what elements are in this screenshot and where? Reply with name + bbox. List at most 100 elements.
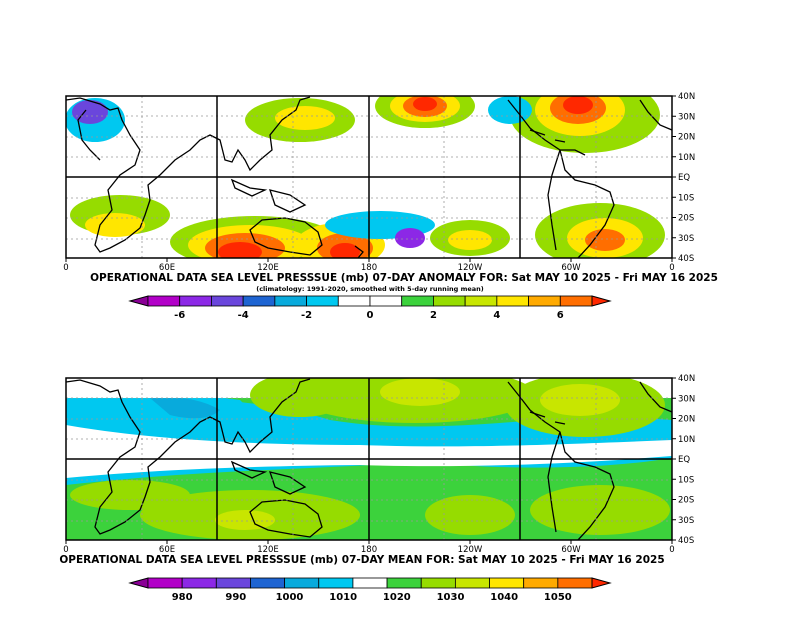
mean-colorbar-label: 980 [172,592,193,603]
anomaly-contour-7 [563,96,593,114]
anomaly-major-lines [66,96,672,258]
anomaly-colorbar-label: -4 [238,310,249,321]
mean-colorbar-swatch [147,577,183,589]
mean-colorbar-high-arrow [591,577,612,589]
mean-colorbar-swatch [523,577,559,589]
anomaly-colorbar-swatch [274,295,307,307]
anomaly-contour-11 [218,242,262,258]
anomaly-colorbar-swatch [401,295,434,307]
anomaly-colorbar-swatch [559,295,593,307]
mean-lon-label: 0 [669,545,674,555]
mean-colorbar-swatch [420,577,456,589]
anomaly-lat-label: 10S [678,193,694,203]
mean-lat-label: 40N [678,374,695,384]
anomaly-lon-label: 120W [458,263,483,273]
mean-contour-1 [380,378,460,406]
mean-colorbar-swatch [386,577,422,589]
mean-title: OPERATIONAL DATA SEA LEVEL PRESSSUE (mb)… [59,554,664,566]
anomaly-contour-28 [488,96,532,124]
anomaly-coastlines [66,96,672,258]
mean-colorbar-label: 1050 [544,592,572,603]
anomaly-colorbar-label: 2 [430,310,437,321]
anomaly-colorbar-label: -6 [174,310,185,321]
mean-contour-4 [250,378,350,417]
anomaly-colorbar: -6 -4 -2 0 2 4 6 [128,295,612,321]
mean-colorbar-swatch [215,577,251,589]
mean-colorbar-label: 1040 [490,592,518,603]
mean-lon-label: 60W [561,545,581,555]
mean-lat-label: 10S [678,475,694,485]
mean-lat-label: 30N [678,394,695,404]
mean-lon-label: 0 [63,545,68,555]
mean-colorbar-low-arrow [128,577,149,589]
mean-lon-label: 60E [159,545,175,555]
mean-contour-3 [540,384,620,416]
anomaly-gridlines [66,96,672,258]
mean-lat-label: EQ [678,455,690,465]
anomaly-title: OPERATIONAL DATA SEA LEVEL PRESSSUE (mb)… [90,272,718,284]
anomaly-contour-27 [395,228,425,248]
anomaly-lat-label: 20N [678,133,695,143]
anomaly-lon-label: 180 [361,263,377,273]
anomaly-colorbar-swatch [242,295,276,307]
mean-contour-6 [215,510,275,530]
mean-map-panel: 0 60E 120E 180 120W 60W 0 40N 30N 20N 10N EQ 10S 20S 3… [59,374,695,603]
anomaly-lat-label: 30S [678,234,694,244]
anomaly-lat-label: 40N [678,92,695,102]
anomaly-lat-label: 40S [678,254,694,264]
anomaly-subtitle: (climatology: 1991-2020, smoothed with 5… [256,285,484,293]
mean-colorbar-swatch [489,577,525,589]
mean-colorbar-label: 1010 [329,592,357,603]
anomaly-colorbar-swatch [211,295,244,307]
anomaly-contour-19 [585,229,625,251]
anomaly-contour-3 [413,97,437,111]
anomaly-colorbar-label: 0 [367,310,374,321]
anomaly-colorbar-low-arrow [128,295,149,307]
anomaly-colorbar-label: 6 [557,310,564,321]
anomaly-colorbar-swatch [528,295,561,307]
mean-contour-8 [530,485,670,535]
anomaly-lat-label: 10N [678,153,695,163]
mean-colorbar-swatch [318,577,354,589]
anomaly-colorbar-label: -2 [301,310,312,321]
anomaly-colorbar-label: 4 [493,310,500,321]
mean-lon-label: 120W [458,545,483,555]
mean-monsoon-trough [150,396,220,419]
mean-axis-ticks: 0 60E 120E 180 120W 60W 0 40N 30N 20N 10N EQ 10S 20S 3… [63,374,695,555]
anomaly-colorbar-swatch [369,295,403,307]
mean-colorbar-swatch [454,577,490,589]
anomaly-colorbar-swatch [179,295,212,307]
mean-colorbar-swatch [352,577,388,589]
mean-lat-label: 30S [678,516,694,526]
anomaly-contour-16 [448,230,492,250]
anomaly-lon-label: 60W [561,263,581,273]
anomaly-colorbar-swatch [147,295,181,307]
mean-colorbar-label: 1000 [276,592,304,603]
anomaly-colorbar-swatch [433,295,466,307]
anomaly-lat-label: 20S [678,214,694,224]
mean-colorbar-swatch [284,577,320,589]
mean-lat-label: 10N [678,435,695,445]
mean-colorbar-label: 990 [225,592,246,603]
mean-lon-label: 120E [257,545,279,555]
mean-colorbar-swatch [250,577,286,589]
anomaly-lat-label: EQ [678,173,690,183]
mean-colorbar-swatch [181,577,217,589]
anomaly-axis-ticks: 0 60E 120E 180 120W 60W 0 40N 30N 20N 10N EQ 10S 20S 3… [63,92,695,273]
anomaly-lon-label: 0 [669,263,674,273]
anomaly-contour-21 [85,213,145,237]
anomaly-contour-23 [72,100,108,124]
anomaly-lon-label: 0 [63,263,68,273]
anomaly-colorbar-swatch [464,295,498,307]
anomaly-colorbar-high-arrow [591,295,612,307]
anomaly-lon-label: 60E [159,263,175,273]
anomaly-colorbar-swatch [306,295,339,307]
mean-colorbar-swatch [557,577,593,589]
mean-lat-label: 40S [678,536,694,546]
mean-contour-9 [70,480,190,510]
mean-lon-label: 180 [361,545,377,555]
mean-major-lines [66,378,672,540]
mean-colorbar-label: 1020 [383,592,411,603]
mean-lat-label: 20N [678,415,695,425]
